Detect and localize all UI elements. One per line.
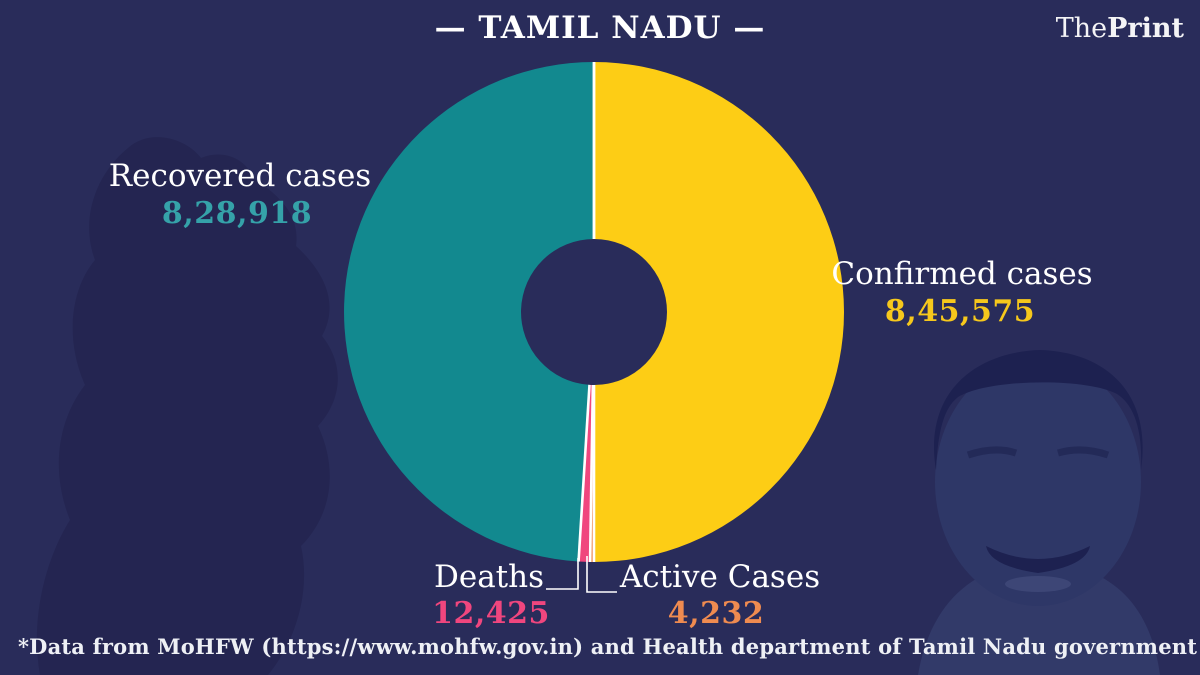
theprint-logo-print: Print xyxy=(1107,13,1184,44)
slice-separator xyxy=(577,384,591,562)
active-cases-leader-line xyxy=(586,556,617,593)
theprint-logo-the: The xyxy=(1055,13,1108,44)
confirmed-cases-value: 8,45,575 xyxy=(884,294,1036,329)
portrait-face xyxy=(935,358,1141,606)
deaths-label: Deaths xyxy=(433,559,545,595)
slice-confirmed-cases xyxy=(594,62,844,562)
tamil-nadu-map-silhouette xyxy=(36,137,338,675)
cm-portrait-silhouette xyxy=(918,350,1160,675)
donut-separators xyxy=(577,62,596,562)
portrait-mustache xyxy=(986,546,1090,573)
portrait-right-eyebrow xyxy=(1057,446,1110,459)
theprint-logo: ThePrint xyxy=(1056,13,1184,44)
portrait-smile xyxy=(1005,576,1071,592)
confirmed-cases-label: Confirmed cases xyxy=(831,256,1093,292)
slice-recovered-cases xyxy=(344,62,594,562)
deaths-leader-line xyxy=(546,558,579,590)
portrait-left-eyebrow xyxy=(966,446,1018,459)
deaths-value: 12,425 xyxy=(432,596,550,631)
active-cases-value: 4,232 xyxy=(667,596,765,631)
active-cases-label: Active Cases xyxy=(619,559,821,595)
portrait-hair xyxy=(933,350,1143,470)
page-title: — TAMIL NADU — xyxy=(434,10,766,46)
portrait-shoulders xyxy=(918,568,1160,675)
slice-separator xyxy=(588,384,595,562)
recovered-cases-value: 8,28,918 xyxy=(161,196,313,231)
data-source-note: *Data from MoHFW (https://www.mohfw.gov.… xyxy=(18,634,1198,659)
recovered-cases-label: Recovered cases xyxy=(108,158,372,194)
